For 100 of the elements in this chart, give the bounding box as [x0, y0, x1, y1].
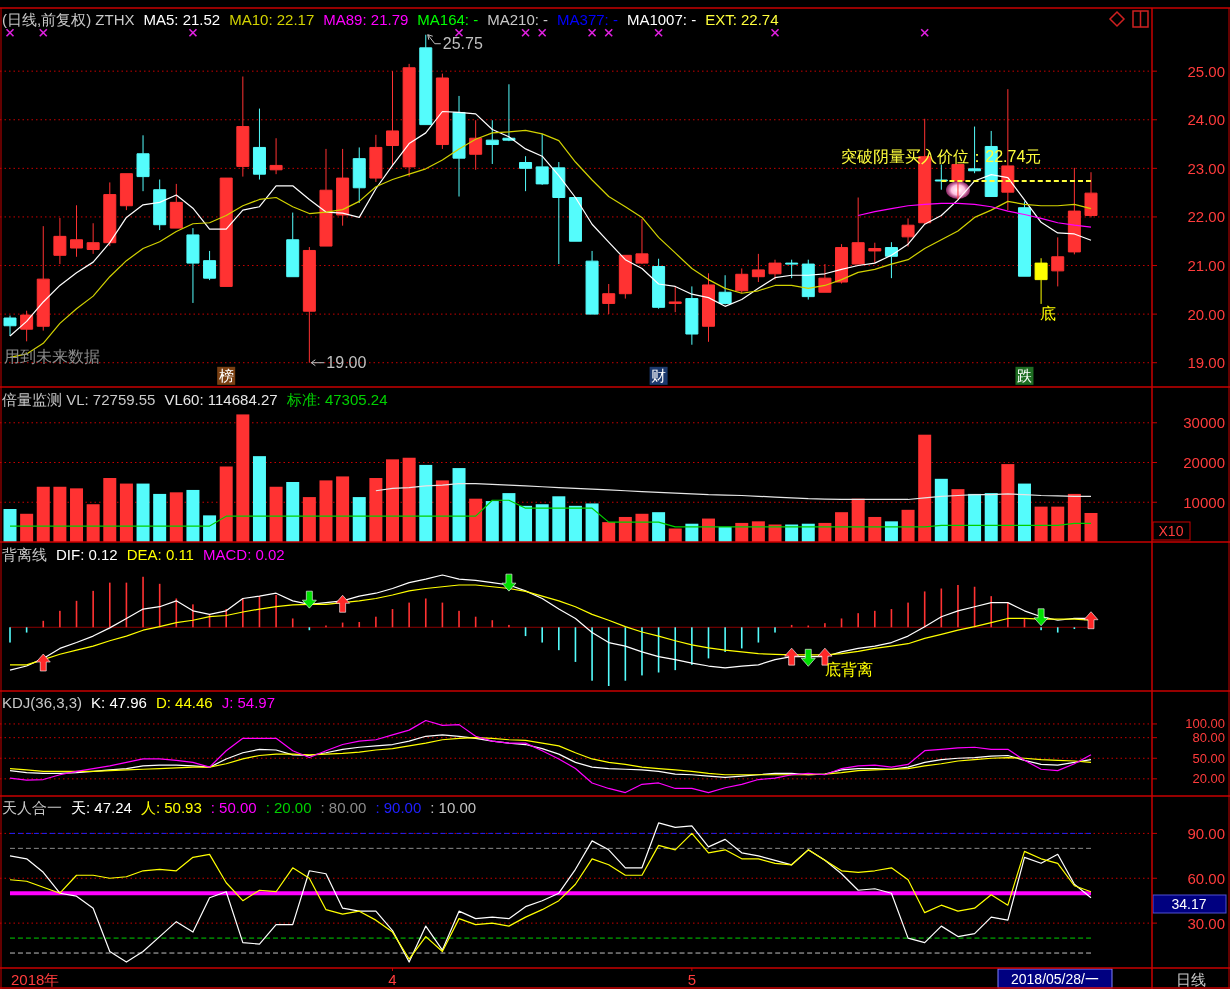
text: 2018/05/28/一	[1011, 971, 1099, 987]
legend-label: MA164: -	[417, 10, 479, 28]
point	[501, 573, 517, 592]
bar	[319, 480, 333, 542]
bar	[36, 486, 50, 542]
candlestick	[136, 134, 150, 192]
y-tick-label: 100.00	[1185, 716, 1225, 732]
bar	[86, 504, 100, 542]
y-tick-label: 10000	[1183, 493, 1225, 511]
line-series	[375, 482, 1092, 501]
bar	[602, 522, 616, 542]
candlestick	[718, 274, 732, 305]
candlestick	[269, 137, 283, 175]
candlestick	[1067, 167, 1081, 255]
line-series	[857, 202, 1092, 228]
bar	[469, 498, 483, 542]
bar	[652, 512, 666, 542]
bar	[668, 528, 682, 542]
candlestick	[701, 272, 715, 343]
bar	[485, 501, 499, 542]
bar	[1067, 493, 1081, 542]
data-label: 跌	[1016, 367, 1032, 385]
candlestick	[635, 218, 649, 265]
bar	[951, 489, 965, 542]
bar	[835, 512, 849, 542]
y-tick-label: 30000	[1183, 414, 1225, 432]
candlestick	[86, 222, 100, 255]
candlestick	[835, 243, 849, 284]
y-tick-label: 23.00	[1187, 159, 1225, 177]
y-tick-label: 80.00	[1192, 730, 1225, 746]
bar	[1051, 506, 1065, 542]
candlestick	[801, 259, 815, 301]
bar	[934, 478, 948, 542]
bar	[352, 497, 366, 542]
bar	[53, 486, 67, 542]
candlestick	[1051, 236, 1065, 287]
legend-label: MA210: -	[487, 10, 549, 28]
candlestick	[302, 246, 316, 364]
text: 25.75	[442, 35, 483, 53]
bar	[153, 493, 167, 542]
text: X10	[1158, 523, 1184, 539]
candlestick	[153, 179, 167, 231]
bar	[1017, 483, 1031, 542]
candlestick	[519, 155, 533, 192]
bar	[585, 503, 599, 542]
candlestick	[70, 204, 84, 258]
bar	[851, 498, 865, 542]
bar	[502, 493, 516, 542]
candlestick	[1084, 171, 1098, 218]
candlestick	[336, 148, 350, 227]
candlestick	[652, 258, 666, 310]
point	[800, 649, 816, 667]
chart-title: 天人合一	[2, 798, 62, 816]
candlestick	[602, 283, 616, 315]
point	[302, 590, 317, 609]
bar	[1084, 512, 1098, 542]
y-tick-label: 20.00	[1192, 771, 1225, 787]
candlestick	[868, 242, 882, 264]
candlestick	[469, 119, 483, 171]
candlestick	[785, 259, 799, 279]
bar	[286, 481, 300, 542]
candlestick	[751, 253, 765, 283]
ref-line-label: : 20.00	[265, 798, 312, 816]
bar	[103, 478, 117, 542]
annotation: 底背离	[825, 660, 873, 678]
candlestick	[901, 217, 915, 248]
candlestick	[618, 254, 632, 300]
text: MA5: 21.52	[143, 10, 221, 28]
candlestick	[552, 161, 566, 265]
ref-line-label: : 50.00	[210, 798, 257, 816]
chart-title: 倍量监测 VL: 72759.55	[2, 390, 156, 408]
text: MA89: 21.79	[323, 10, 409, 28]
bar	[568, 505, 582, 542]
legend-label: MA377: -	[557, 10, 618, 28]
bar	[901, 509, 915, 542]
candlestick	[1017, 200, 1031, 277]
bar	[70, 488, 84, 542]
candlestick	[169, 183, 183, 229]
candlestick	[119, 173, 133, 211]
bar	[169, 492, 183, 542]
candlestick	[884, 241, 898, 279]
candlestick	[435, 73, 449, 150]
candlestick	[186, 227, 200, 304]
candlestick	[768, 259, 782, 281]
candlestick	[735, 267, 749, 294]
candlestick	[402, 63, 416, 178]
candlestick	[352, 146, 366, 204]
candlestick	[668, 285, 682, 313]
bar	[1001, 464, 1015, 542]
legend-label: MA1007: -	[626, 10, 697, 28]
text: VL60: 114684.27	[164, 390, 278, 408]
candlestick	[203, 250, 217, 281]
candlestick	[818, 263, 832, 293]
bar	[186, 489, 200, 542]
candlestick	[386, 70, 400, 166]
candlestick	[103, 181, 117, 247]
y-tick-label: 20.00	[1187, 305, 1225, 323]
bar	[402, 457, 416, 542]
bar	[269, 486, 283, 542]
y-tick-label: 21.00	[1187, 257, 1225, 275]
